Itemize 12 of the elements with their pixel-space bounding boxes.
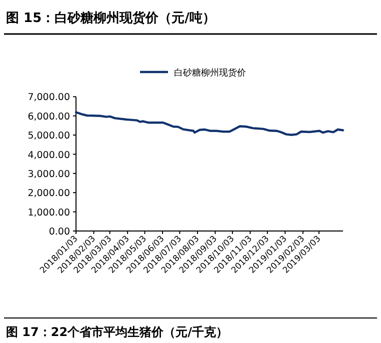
- legend-label: 白砂糖柳州现货价: [174, 68, 246, 78]
- y-tick-label: 6,000.00: [28, 111, 70, 122]
- y-tick-label: 1,000.00: [28, 207, 70, 218]
- y-tick-label: 0.00: [48, 226, 70, 238]
- y-tick-label: 2,000.00: [28, 188, 70, 200]
- y-tick-label: 3,000.00: [28, 168, 70, 180]
- y-tick-label: 4,000.00: [28, 150, 70, 161]
- chart-title: 图 15：白砂糖柳州现货价（元/吨）: [6, 10, 216, 26]
- line-series: [74, 111, 344, 136]
- y-tick-label: 7,000.00: [28, 92, 70, 104]
- y-tick-label: 5,000.00: [28, 130, 70, 142]
- caption: 图 17：22个省市平均生猪价（元/千克）: [6, 325, 228, 339]
